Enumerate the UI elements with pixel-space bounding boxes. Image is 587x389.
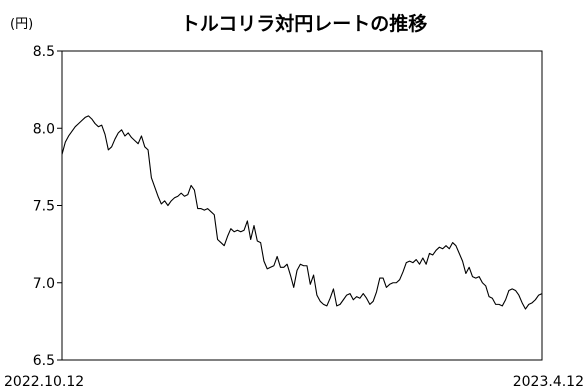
y-axis-ticks: 8.5 8.0 7.5 7.0 6.5 [33,44,62,369]
y-tick-label: 8.5 [33,44,55,60]
x-label-end: 2023.4.12 [513,374,584,389]
chart-title: トルコリラ対円レートの推移 [181,12,428,35]
y-tick-label: 7.0 [33,276,55,292]
y-tick-label: 7.5 [33,199,55,215]
y-tick-label: 8.0 [33,121,55,137]
y-unit-label: (円) [10,17,33,32]
x-label-start: 2022.10.12 [4,374,84,389]
y-tick-label: 6.5 [33,353,55,369]
plot-area-frame [61,50,543,361]
series-line [61,115,543,310]
